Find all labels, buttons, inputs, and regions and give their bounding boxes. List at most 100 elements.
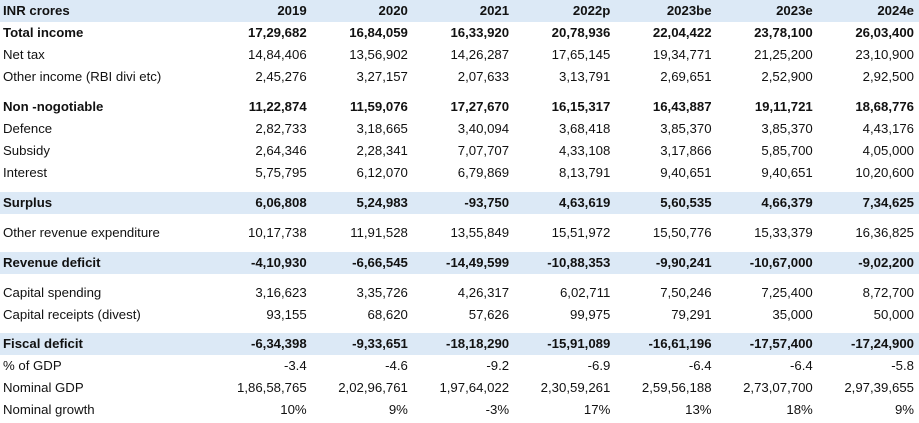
cell-value: 17% <box>583 402 611 417</box>
cell-value: 11,59,076 <box>349 99 408 114</box>
row-net-tax: Net tax 14,84,406 13,56,902 14,26,287 17,65,… <box>0 44 919 66</box>
row-nominal-gdp: Nominal GDP 1,86,58,765 2,02,96,761 1,97,64… <box>0 377 919 399</box>
cell-value: 3,85,370 <box>761 121 813 136</box>
cell-value: -9,33,651 <box>311 333 413 355</box>
cell-value: -5.8 <box>891 358 914 373</box>
cell-value: 9,40,651 <box>761 165 813 180</box>
cell-value: 5,85,700 <box>761 143 813 158</box>
row-label: Other income (RBI divi etc) <box>3 69 162 84</box>
cell-value: 5,75,795 <box>255 165 307 180</box>
row-subsidy: Subsidy 2,64,346 2,28,341 7,07,707 4,33,108 3… <box>0 140 919 162</box>
cell-value: 1,86,58,765 <box>237 380 307 395</box>
cell-value: 15,33,379 <box>754 225 813 240</box>
cell-value: 3,40,094 <box>457 121 510 136</box>
cell-value: 7,07,707 <box>457 143 510 158</box>
year-header: 2021 <box>412 0 515 22</box>
row-label: Surplus <box>0 192 211 214</box>
cell-value: 16,43,887 <box>652 99 712 114</box>
row-capital-spending: Capital spending 3,16,623 3,35,726 4,26,317… <box>0 282 919 304</box>
cell-value: 13,55,849 <box>450 225 510 240</box>
row-defence: Defence 2,82,733 3,18,665 3,40,094 3,68,418 3… <box>0 118 919 140</box>
cell-value: 17,65,145 <box>551 47 611 62</box>
spacer-row <box>0 184 919 192</box>
cell-value: 13% <box>685 402 712 417</box>
row-other-income: Other income (RBI divi etc) 2,45,276 3,27,… <box>0 66 919 88</box>
spacer-row <box>0 214 919 222</box>
cell-value: 11,91,528 <box>350 225 408 240</box>
cell-value: 6,12,070 <box>356 165 408 180</box>
unit-label: INR crores <box>0 0 211 22</box>
cell-value: -14,49,599 <box>412 252 515 274</box>
cell-value: 2,28,341 <box>356 143 408 158</box>
cell-value: 4,05,000 <box>862 143 914 158</box>
spacer-row <box>0 244 919 252</box>
cell-value: 18% <box>786 402 813 417</box>
cell-value: 35,000 <box>772 307 813 322</box>
cell-value: 13,56,902 <box>349 47 408 62</box>
row-label: Non -nogotiable <box>3 99 104 114</box>
cell-value: 3,27,157 <box>356 69 408 84</box>
cell-value: 6,79,869 <box>457 165 510 180</box>
cell-value: -9,90,241 <box>615 252 717 274</box>
cell-value: 16,84,059 <box>349 25 408 40</box>
cell-value: 79,291 <box>671 307 712 322</box>
row-nominal-growth: Nominal growth 10% 9% -3% 17% 13% 18% 9% <box>0 399 919 421</box>
row-non-negotiable: Non -nogotiable 11,22,874 11,59,076 17,27,6… <box>0 96 919 118</box>
cell-value: -3% <box>485 402 510 417</box>
cell-value: -6,34,398 <box>210 333 312 355</box>
cell-value: 7,34,625 <box>817 192 919 214</box>
cell-value: -10,67,000 <box>716 252 818 274</box>
cell-value: 99,975 <box>569 307 611 322</box>
cell-value: 3,17,866 <box>660 143 712 158</box>
cell-value: 7,50,246 <box>660 285 712 300</box>
cell-value: 15,50,776 <box>652 225 712 240</box>
cell-value: 10,20,600 <box>855 165 914 180</box>
row-label: Interest <box>3 165 47 180</box>
row-label: Net tax <box>3 47 45 62</box>
cell-value: 50,000 <box>873 307 914 322</box>
year-header: 2019 <box>210 0 312 22</box>
cell-value: 3,18,665 <box>356 121 408 136</box>
row-label: Capital receipts (divest) <box>3 307 141 322</box>
cell-value: 4,66,379 <box>716 192 818 214</box>
cell-value: 17,29,682 <box>248 25 307 40</box>
cell-value: -4.6 <box>385 358 408 373</box>
cell-value: 18,68,776 <box>855 99 914 114</box>
cell-value: 22,04,422 <box>652 25 712 40</box>
cell-value: 23,10,900 <box>855 47 914 62</box>
cell-value: 3,68,418 <box>558 121 611 136</box>
year-header: 2023e <box>716 0 818 22</box>
cell-value: 11,22,874 <box>248 99 307 114</box>
cell-value: -10,88,353 <box>514 252 616 274</box>
cell-value: 16,33,920 <box>450 25 510 40</box>
cell-value: 2,97,39,655 <box>844 380 914 395</box>
row-label: Total income <box>3 25 84 40</box>
spacer-row <box>0 326 919 333</box>
cell-value: 3,13,791 <box>558 69 611 84</box>
cell-value: 5,24,983 <box>311 192 413 214</box>
row-surplus: Surplus 6,06,808 5,24,983 -93,750 4,63,619 5,… <box>0 192 919 214</box>
cell-value: 8,72,700 <box>862 285 914 300</box>
year-header: 2023be <box>615 0 717 22</box>
cell-value: -9,02,200 <box>817 252 919 274</box>
cell-value: 23,78,100 <box>754 25 813 40</box>
cell-value: 2,07,633 <box>457 69 510 84</box>
cell-value: 9% <box>388 402 408 417</box>
row-label: Other revenue expenditure <box>3 225 160 240</box>
row-label: Capital spending <box>3 285 102 300</box>
cell-value: 17,27,670 <box>450 99 510 114</box>
row-label: % of GDP <box>3 358 62 373</box>
row-revenue-deficit: Revenue deficit -4,10,930 -6,66,545 -14,49,… <box>0 252 919 274</box>
cell-value: -17,57,400 <box>716 333 818 355</box>
spacer-row <box>0 88 919 96</box>
cell-value: 14,84,406 <box>248 47 307 62</box>
cell-value: 9% <box>894 402 914 417</box>
cell-value: 3,35,726 <box>356 285 408 300</box>
row-label: Revenue deficit <box>0 252 211 274</box>
cell-value: 57,626 <box>468 307 510 322</box>
cell-value: 7,25,400 <box>761 285 813 300</box>
cell-value: 6,06,808 <box>210 192 312 214</box>
cell-value: 2,59,56,188 <box>641 380 712 395</box>
row-percent-of-gdp: % of GDP -3.4 -4.6 -9.2 -6.9 -6.4 -6.4 -5.8 <box>0 355 919 377</box>
